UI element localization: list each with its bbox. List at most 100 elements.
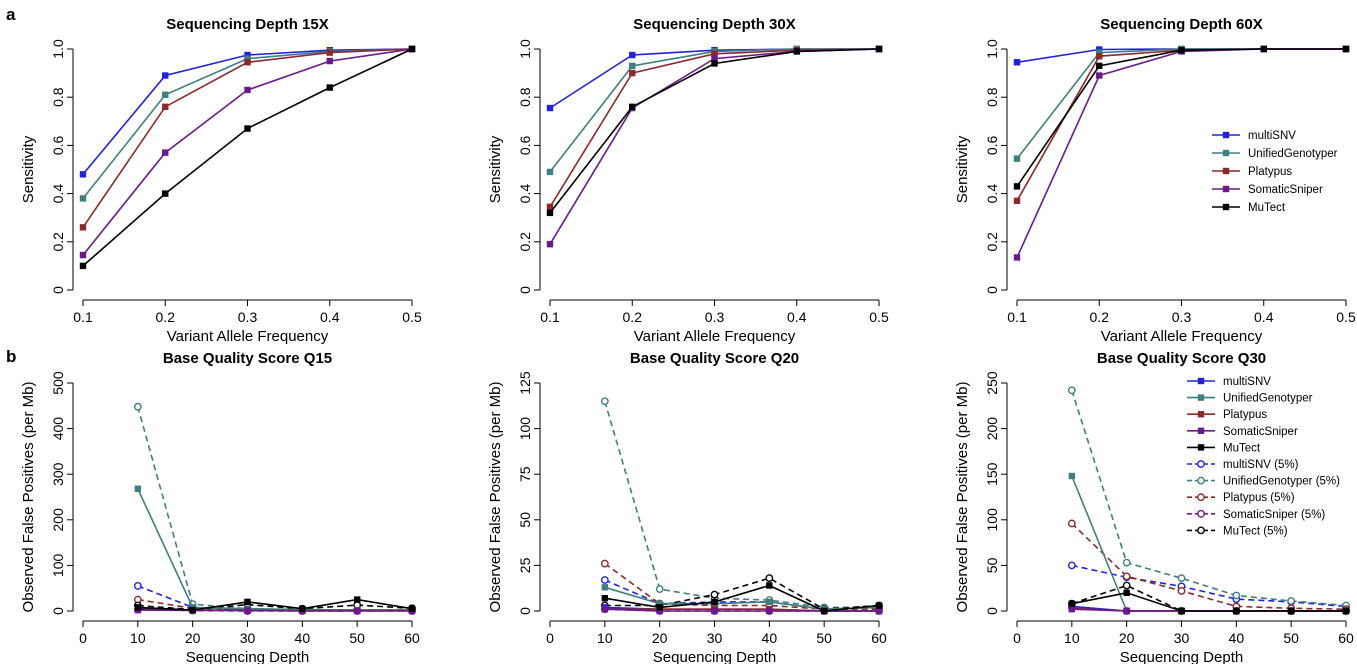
data-point [1013,197,1021,205]
series-platypus-5 [1067,519,1350,614]
data-point [1122,558,1131,567]
data-point [601,595,609,602]
data-point [765,574,774,583]
data-point [766,598,773,606]
series-mutect [79,45,416,270]
series-somaticsniper [79,45,416,259]
x-tick-label: 20 [185,630,201,646]
data-point [1287,607,1295,615]
x-tick-label: 0.4 [320,309,340,325]
series-line [1016,48,1346,202]
data-point [134,485,142,492]
y-tick-label: 125 [517,371,533,395]
x-tick-label: 50 [816,630,832,646]
data-point [1013,254,1021,261]
chart-sequencing-depth-60x: Sequencing Depth 60X 0.1 0.2 0.3 0.4 0.5 Varia… [954,16,1356,345]
legend-marker [1222,185,1230,193]
x-tick-label: 50 [349,630,365,646]
data-point [601,605,609,613]
series-mutect [546,45,883,217]
legend: multiSNV UnifiedGenotyper Platypus SomaticS… [1187,376,1340,537]
data-point [546,168,554,176]
series-mutect [134,596,416,614]
series-somaticsniper [546,45,883,248]
legend-marker [1197,526,1205,535]
series-unifiedgenotyper-5 [133,402,416,614]
x-tick-label: 20 [652,630,668,646]
legend: multiSNV UnifiedGenotyper Platypus SomaticS… [1212,130,1338,214]
data-point [162,91,169,98]
data-point [326,84,333,91]
data-point [1067,386,1076,395]
chart-base-quality-score-q15: Base Quality Score Q15 0 10 20 30 40 50 60 Seque… [20,350,420,664]
y-tick-label: 0.4 [984,184,1000,204]
x-tick-label: 30 [1174,630,1190,646]
y-axis-label: Observed False Positives (per Mb) [20,382,37,613]
x-tick-label: 10 [130,630,146,646]
x-tick-label: 0.3 [238,309,258,325]
legend-marker [1197,427,1205,434]
y-tick-label: 0.2 [984,232,1000,252]
data-point [711,55,718,62]
data-point [244,51,251,59]
y-tick-label: 200 [984,417,1000,441]
series-platypus [546,45,883,211]
series-line [549,48,880,214]
series-unifiedgenotyper [1068,472,1350,615]
series-platypus [1013,45,1350,205]
data-point [656,607,663,615]
y-axis-label: Sensitivity [954,135,971,203]
data-point [1123,607,1130,615]
series-line [604,586,880,611]
y-tick-label: 0 [517,607,533,615]
legend-label: multiSNV [1248,130,1296,142]
legend-marker [1222,167,1230,175]
series-line [549,48,880,208]
data-point [1067,519,1076,528]
data-point [1260,45,1267,53]
series-line [137,598,413,611]
y-tick-label: 100 [50,554,66,578]
panel-a-letter: a [6,5,16,24]
data-point [600,397,609,406]
legend-label: UnifiedGenotyper [1223,393,1313,405]
legend-label: Platypus (5%) [1223,492,1295,504]
data-point [711,598,718,606]
series-unifiedgenotyper [1013,45,1350,162]
data-point [793,48,800,55]
data-point [601,584,609,591]
series-line [1071,390,1347,607]
legend-marker [1222,131,1230,139]
x-tick-label: 0.3 [705,309,725,325]
data-point [656,604,663,611]
y-axis-label: Observed False Positives (per Mb) [954,382,971,613]
data-point [1233,607,1240,615]
y-tick-label: 100 [984,508,1000,532]
data-point [326,57,333,65]
series-somaticsniper [134,606,416,615]
x-tick-label: 0 [79,630,87,646]
y-tick-label: 75 [517,466,533,482]
data-point [162,72,169,79]
x-tick-label: 0.1 [1007,309,1027,325]
x-tick-label: 40 [1229,630,1245,646]
series-line [1016,48,1346,187]
x-tick-label: 40 [295,630,311,646]
legend-marker [1197,411,1205,418]
chart-title: Sequencing Depth 60X [1100,16,1263,33]
data-point [326,49,333,56]
y-tick-label: 1.0 [984,39,1000,59]
x-tick-label: 0.5 [1336,309,1356,325]
charts: Sequencing Depth 15X 0.1 0.2 0.3 0.4 0.5 Varia… [20,16,1356,664]
legend-label: SomaticSniper [1223,426,1298,438]
y-tick-label: 0.6 [517,135,533,155]
data-point [629,103,636,111]
data-point [1178,47,1185,54]
y-tick-label: 250 [984,371,1000,395]
y-axis-label: Observed False Positives (per Mb) [487,382,504,613]
series-platypus [1068,605,1350,615]
series-mutect [601,582,883,615]
data-point [1123,589,1130,596]
x-tick-label: 0.4 [1254,309,1274,325]
data-point [244,607,251,614]
